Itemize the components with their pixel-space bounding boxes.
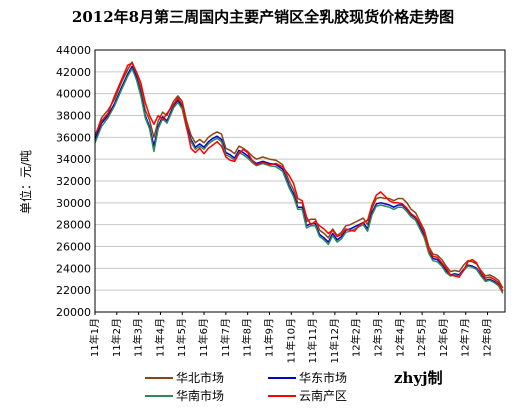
x-tick-label-11: 11年12月 — [328, 318, 341, 363]
x-tick-label-0: 11年1月 — [88, 318, 101, 357]
y-tick-label-34000: 34000 — [56, 153, 91, 166]
x-tick-label-10: 11年11月 — [306, 318, 319, 363]
legend-label-2: 华南市场 — [176, 388, 224, 403]
grid — [95, 49, 505, 313]
y-tick-label-40000: 40000 — [56, 88, 91, 101]
y-tick-label-42000: 42000 — [56, 66, 91, 79]
series-group — [94, 61, 504, 294]
y-axis-label: 单位：元/吨 — [18, 150, 33, 214]
credit-text: zhyj制 — [394, 369, 443, 387]
x-axis-ticks: 11年1月 11年2月 11年3月 11年4月 11年5月 11年6月 11年7月 11年8月… — [88, 312, 494, 363]
series-line-0 — [94, 61, 504, 289]
chart-title: 2012年8月第三周国内主要产销区全乳胶现货价格走势图 — [71, 8, 455, 26]
x-tick-label-6: 11年7月 — [219, 318, 232, 357]
legend-label-3: 云南产区 — [299, 388, 347, 403]
x-tick-label-18: 12年8月 — [481, 318, 494, 357]
x-tick-label-12: 12年2月 — [350, 318, 363, 357]
y-axis-ticks: 20000 22000 24000 26000 28000 30000 32000 34000… — [56, 44, 91, 319]
x-tick-label-4: 11年5月 — [175, 318, 188, 357]
legend-label-0: 华北市场 — [176, 370, 224, 385]
y-tick-label-26000: 26000 — [56, 241, 91, 254]
series-line-2 — [94, 67, 504, 294]
x-tick-label-16: 12年6月 — [437, 318, 450, 357]
x-tick-label-17: 12年7月 — [459, 318, 472, 357]
x-tick-label-2: 11年3月 — [132, 318, 145, 357]
y-tick-label-36000: 36000 — [56, 131, 91, 144]
series-line-3 — [94, 62, 504, 292]
x-tick-label-5: 11年6月 — [197, 318, 210, 357]
x-tick-label-15: 12年5月 — [415, 318, 428, 357]
x-tick-label-7: 11年8月 — [241, 318, 254, 357]
y-tick-label-22000: 22000 — [56, 284, 91, 297]
y-tick-label-28000: 28000 — [56, 219, 91, 232]
y-tick-label-32000: 32000 — [56, 175, 91, 188]
plot-frame — [94, 49, 506, 313]
x-tick-label-14: 12年4月 — [393, 318, 406, 357]
x-tick-label-9: 11年10月 — [284, 318, 297, 363]
x-tick-label-1: 11年2月 — [110, 318, 123, 357]
y-tick-label-44000: 44000 — [56, 44, 91, 57]
x-tick-label-8: 11年9月 — [262, 318, 275, 357]
y-tick-label-30000: 30000 — [56, 197, 91, 210]
x-tick-label-3: 11年4月 — [153, 318, 166, 357]
legend-label-1: 华东市场 — [299, 370, 347, 385]
y-tick-label-24000: 24000 — [56, 262, 91, 275]
series-line-1 — [94, 65, 504, 292]
x-tick-label-13: 12年3月 — [372, 318, 385, 357]
y-tick-label-38000: 38000 — [56, 110, 91, 123]
y-tick-label-20000: 20000 — [56, 306, 91, 319]
